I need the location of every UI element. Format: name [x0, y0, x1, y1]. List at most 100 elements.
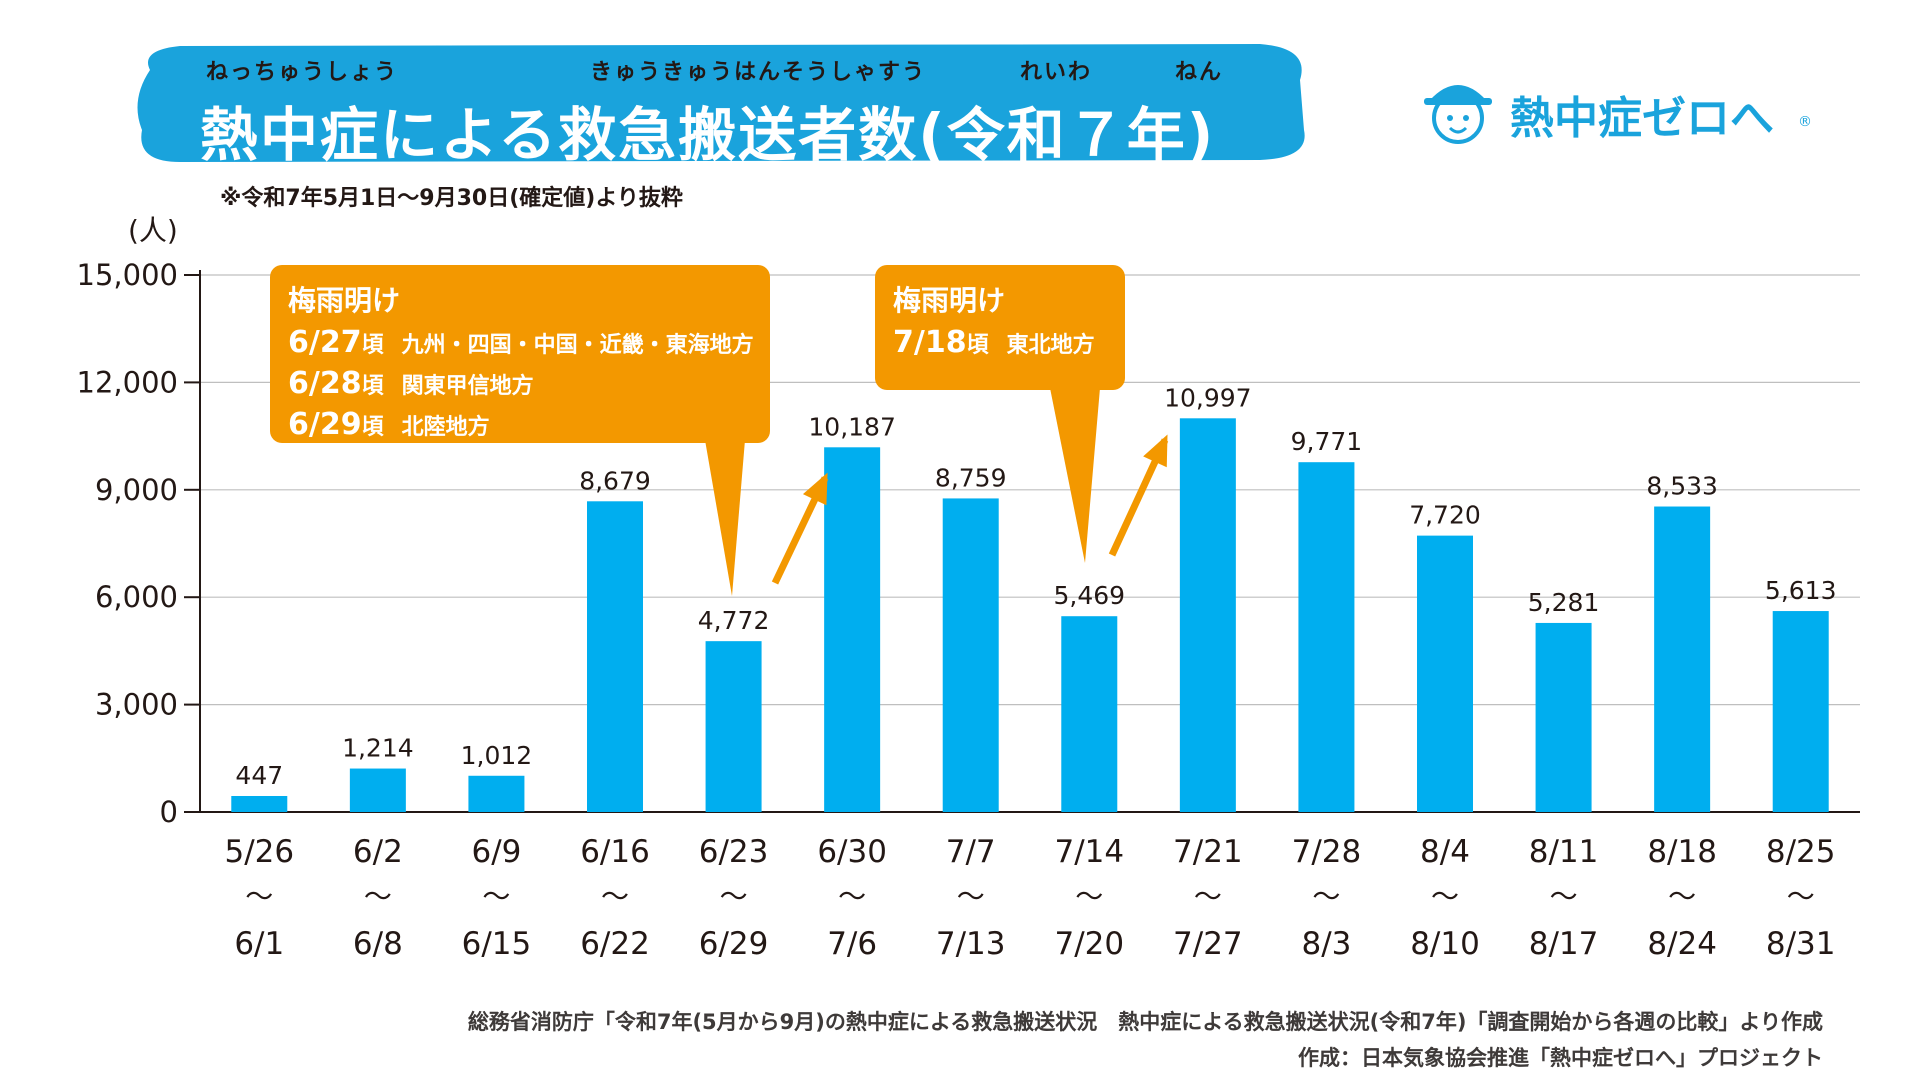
data-label: 8,679 [579, 466, 651, 495]
x-tick-label-start: 8/4 [1420, 834, 1470, 870]
callout-region: 九州・四国・中国・近畿・東海地方 [401, 333, 754, 358]
x-tick-label-start: 6/9 [471, 834, 521, 870]
data-label: 10,187 [808, 412, 895, 441]
data-source-note: ※令和7年5月1日～9月30日(確定値)より抜粋 [220, 186, 683, 211]
data-label: 8,533 [1646, 472, 1718, 501]
bar [705, 641, 762, 812]
title-ruby: れいわ [1020, 60, 1093, 85]
bar [1535, 622, 1592, 812]
bar [824, 447, 881, 812]
data-label: 9,771 [1291, 427, 1363, 456]
x-tick-label-end: 8/3 [1301, 926, 1351, 962]
x-tick-label-separator: ～ [1431, 880, 1459, 913]
callout-line: 6/27頃 九州・四国・中国・近畿・東海地方 [288, 325, 770, 360]
x-tick-label-start: 6/23 [699, 834, 769, 870]
callout-pointer [1050, 388, 1100, 563]
data-label: 1,012 [461, 741, 533, 770]
bar [349, 768, 406, 812]
data-label: 1,214 [342, 734, 414, 763]
y-tick-label: 9,000 [95, 473, 178, 507]
title-ruby: ねっちゅうしょう [206, 60, 399, 85]
x-tick-label-end: 7/13 [936, 926, 1006, 962]
callout-date: 6/27 [288, 325, 362, 360]
data-label: 5,281 [1528, 588, 1600, 617]
x-tick-label-start: 6/30 [817, 834, 887, 870]
x-tick-label-separator: ～ [1787, 880, 1815, 913]
bar [1654, 506, 1711, 812]
rainy-season-callout-1: 梅雨明け 6/27頃 九州・四国・中国・近畿・東海地方 6/28頃 関東甲信地方 6… [270, 265, 770, 443]
bar [1061, 616, 1118, 812]
y-tick-label: 12,000 [77, 365, 178, 399]
callout-region: 関東甲信地方 [401, 374, 534, 399]
data-label: 4,772 [698, 606, 770, 635]
x-tick-label-end: 8/31 [1766, 926, 1836, 962]
x-tick-label-end: 6/1 [234, 926, 284, 962]
x-tick-label-separator: ～ [1668, 880, 1696, 913]
x-tick-label-separator: ～ [364, 880, 392, 913]
y-tick-label: 0 [160, 795, 178, 829]
callout-approx: 頃 [361, 333, 384, 358]
x-tick-label-separator: ～ [482, 880, 510, 913]
x-tick-label-start: 7/21 [1173, 834, 1243, 870]
title-banner: ねっちゅうしょう きゅうきゅうはんそうしゃすう れいわ ねん 熱中症による救急搬… [120, 30, 1320, 170]
data-label: 447 [235, 761, 283, 790]
x-tick-label-end: 8/24 [1647, 926, 1717, 962]
x-tick-label-separator: ～ [720, 880, 748, 913]
rainy-season-callout-2: 梅雨明け 7/18頃 東北地方 [875, 265, 1125, 390]
x-tick-label-end: 6/8 [353, 926, 403, 962]
callout-date: 7/18 [893, 325, 967, 360]
bar [1298, 462, 1355, 812]
bar [942, 498, 999, 812]
data-label: 8,759 [935, 463, 1007, 492]
x-tick-label-end: 6/15 [462, 926, 532, 962]
trend-arrowhead [802, 472, 828, 506]
trend-arrowhead [1143, 434, 1168, 468]
y-tick-label: 15,000 [77, 258, 178, 292]
x-tick-label-end: 6/29 [699, 926, 769, 962]
x-tick-label-start: 7/28 [1292, 834, 1362, 870]
x-tick-label-separator: ～ [957, 880, 985, 913]
y-tick-label: 6,000 [95, 580, 178, 614]
x-tick-label-end: 7/6 [827, 926, 877, 962]
data-label: 5,613 [1765, 576, 1837, 605]
page-title: 熱中症による救急搬送者数(令和７年) [200, 101, 1216, 169]
x-tick-label-end: 8/10 [1410, 926, 1480, 962]
y-tick-label: 3,000 [95, 688, 178, 722]
x-tick-label-start: 6/16 [580, 834, 650, 870]
logo-text: 熱中症ゼロへ [1510, 93, 1774, 144]
callout-title: 梅雨明け [893, 284, 1006, 317]
callout-approx: 頃 [361, 415, 384, 440]
x-tick-label-end: 6/22 [580, 926, 650, 962]
callout-region: 北陸地方 [401, 415, 490, 440]
x-tick-label-separator: ～ [601, 880, 629, 913]
bar [231, 795, 288, 812]
callout-pointer [705, 440, 745, 596]
x-tick-label-separator: ～ [245, 880, 273, 913]
x-tick-label-start: 7/14 [1054, 834, 1124, 870]
x-tick-label-end: 8/17 [1529, 926, 1599, 962]
x-tick-label-start: 7/7 [946, 834, 996, 870]
data-label: 10,997 [1164, 383, 1251, 412]
x-tick-label-end: 7/27 [1173, 926, 1243, 962]
callout-approx: 頃 [361, 374, 384, 399]
callout-date: 6/29 [288, 407, 362, 442]
bar [1417, 535, 1473, 812]
y-axis-label: (人) [128, 214, 178, 247]
mascot-icon [1424, 85, 1492, 144]
x-tick-label-end: 7/20 [1054, 926, 1124, 962]
author-credit: 作成：日本気象協会推進「熱中症ゼロへ」プロジェクト [1298, 1046, 1823, 1070]
data-label: 5,469 [1053, 581, 1125, 610]
x-tick-label-separator: ～ [1075, 880, 1103, 913]
callout-line: 7/18頃 東北地方 [893, 325, 1125, 360]
x-tick-label-start: 8/18 [1647, 834, 1717, 870]
source-credit: 総務省消防庁「令和7年(5月から9月)の熱中症による救急搬送状況 熱中症による救… [467, 1010, 1823, 1034]
bar [1179, 418, 1236, 812]
bar [587, 501, 643, 812]
callout-line: 6/28頃 関東甲信地方 [288, 366, 770, 401]
callout-date: 6/28 [288, 366, 362, 401]
x-tick-label-start: 6/2 [353, 834, 403, 870]
x-tick-label-separator: ～ [1550, 880, 1578, 913]
bar [1772, 611, 1829, 812]
bar [468, 775, 525, 812]
